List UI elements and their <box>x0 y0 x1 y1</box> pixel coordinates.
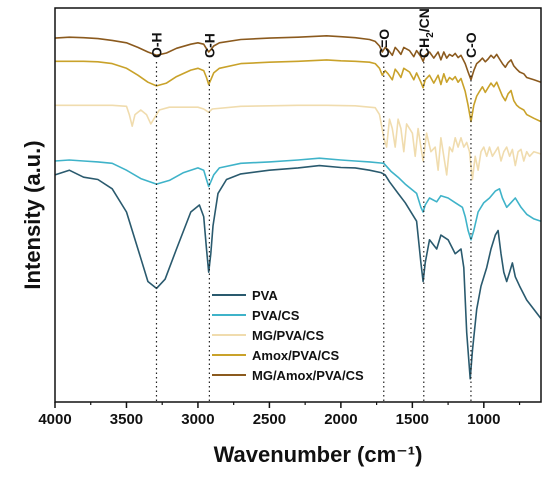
annotation-label-ch-cn: CH2/CN <box>416 8 436 58</box>
series-line-mg-pva-cs <box>55 104 542 181</box>
x-tick-label: 3000 <box>181 411 214 428</box>
annotation-label-o-h: O-H <box>148 32 164 58</box>
x-tick-label: 2500 <box>253 411 286 428</box>
annotation-layer: O-H C-H C=O CH2/CN C-O <box>148 8 479 402</box>
legend-label-amox-pva-cs: Amox/PVA/CS <box>252 348 339 363</box>
annotation-label-c-h: C-H <box>201 33 217 58</box>
legend: PVA PVA/CS MG/PVA/CS Amox/PVA/CS MG/Amox/PVA… <box>212 288 364 383</box>
series-layer <box>54 35 542 380</box>
annotation-label-c-o: C-O <box>463 32 479 58</box>
x-tick-label: 1500 <box>396 411 429 428</box>
series-line-amox-pva-cs <box>55 59 542 123</box>
x-axis: 4000 3500 3000 2500 2000 1500 1000 <box>38 402 521 428</box>
x-tick-label: 1000 <box>467 411 500 428</box>
plot-frame <box>54 7 542 403</box>
x-tick-label: 4000 <box>38 411 71 428</box>
legend-label-pva: PVA <box>252 288 278 303</box>
legend-label-mg-pva-cs: MG/PVA/CS <box>252 328 324 343</box>
x-axis-title: Wavenumber (cm⁻¹) <box>214 442 423 467</box>
series-line-pva-cs <box>54 157 542 241</box>
legend-label-mg-amox-pva-cs: MG/Amox/PVA/CS <box>252 368 364 383</box>
x-tick-label: 3500 <box>110 411 143 428</box>
series-line-mg-amox-pva-cs <box>54 35 542 83</box>
series-line-pva <box>54 164 542 380</box>
legend-label-pva-cs: PVA/CS <box>252 308 300 323</box>
x-tick-label: 2000 <box>324 411 357 428</box>
y-axis-title: Intensity (a.u.) <box>20 140 45 289</box>
annotation-label-c-o: C=O <box>376 29 392 58</box>
